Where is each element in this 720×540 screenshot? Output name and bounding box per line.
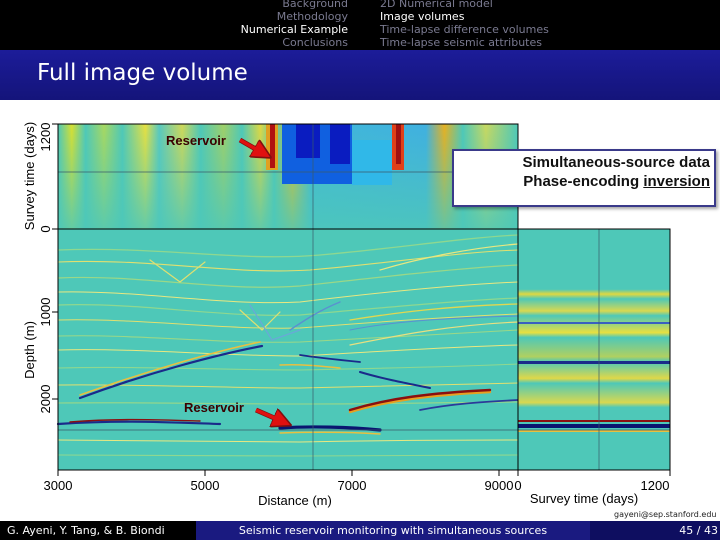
footer-authors: G. Ayeni, Y. Tang, & B. Biondi <box>0 521 196 540</box>
side-x-tick-1200: 1200 <box>641 478 670 493</box>
frame-title: Full image volume <box>37 60 248 86</box>
footer-talk-title: Seismic reservoir monitoring with simult… <box>196 521 590 540</box>
nav-bar: Background Methodology Numerical Example… <box>0 0 720 50</box>
callout-line-2: Phase-encoding inversion <box>454 172 710 191</box>
x-tick-3000: 3000 <box>44 478 73 493</box>
nav-sub-image-volumes[interactable]: Image volumes <box>380 10 465 23</box>
reservoir-annotation-top: Reservoir <box>166 133 268 156</box>
side-x-tick-0: 0 <box>514 478 521 493</box>
callout-line-2-prefix: Phase-encoding <box>523 173 644 190</box>
seismic-figure: 3000 5000 7000 9000 0 1200 1000 2000 0 1… <box>22 122 671 508</box>
top-panel <box>57 123 519 230</box>
method-callout: Simultaneous-source data Phase-encoding … <box>452 149 716 207</box>
y-tick-2000: 2000 <box>38 385 53 414</box>
title-bar <box>0 50 720 100</box>
nav-sub-difference-volumes[interactable]: Time-lapse difference volumes <box>380 23 549 36</box>
nav-section-conclusions[interactable]: Conclusions <box>282 36 348 49</box>
top-y-tick-0: 0 <box>38 225 53 232</box>
footer: G. Ayeni, Y. Tang, & B. Biondi Seismic r… <box>0 521 720 540</box>
axis-ticks <box>52 123 671 476</box>
callout-line-1: Simultaneous-source data <box>522 154 710 171</box>
reservoir-label-bottom: Reservoir <box>184 400 244 415</box>
y-axis-label-depth: Depth (m) <box>22 321 37 379</box>
y-axis-label-survey-time: Survey time (days) <box>22 122 37 230</box>
nav-section-methodology[interactable]: Methodology <box>276 10 348 23</box>
side-panel-image <box>518 229 670 470</box>
reservoir-horizon-upper <box>78 344 264 400</box>
nav-sections: Background Methodology Numerical Example… <box>241 0 348 49</box>
contact-email: gayeni@sep.stanford.edu <box>614 510 717 519</box>
footer-slide-number: 45 / 43 <box>590 521 720 540</box>
nav-sub-attributes[interactable]: Time-lapse seismic attributes <box>380 36 542 49</box>
reservoir-annotation-bottom: Reservoir <box>184 400 288 424</box>
top-y-tick-1200: 1200 <box>38 123 53 152</box>
x-axis-label: Distance (m) <box>258 493 332 508</box>
main-panel-image <box>58 229 518 470</box>
nav-section-numerical-example[interactable]: Numerical Example <box>240 23 348 36</box>
reservoir-label-top: Reservoir <box>166 133 226 148</box>
nav-subsections: 2D Numerical model Image volumes Time-la… <box>380 0 549 49</box>
nav-section-background[interactable]: Background <box>282 0 348 10</box>
callout-line-2-underlined: inversion <box>643 173 710 190</box>
x-tick-7000: 7000 <box>338 478 367 493</box>
reservoir-horizon-red <box>348 388 492 412</box>
x-tick-5000: 5000 <box>191 478 220 493</box>
side-x-axis-label: Survey time (days) <box>530 491 638 506</box>
nav-sub-numerical-model[interactable]: 2D Numerical model <box>380 0 493 10</box>
x-tick-9000: 9000 <box>485 478 514 493</box>
side-panel <box>517 228 671 471</box>
main-panel <box>56 228 519 471</box>
y-tick-1000: 1000 <box>38 298 53 327</box>
